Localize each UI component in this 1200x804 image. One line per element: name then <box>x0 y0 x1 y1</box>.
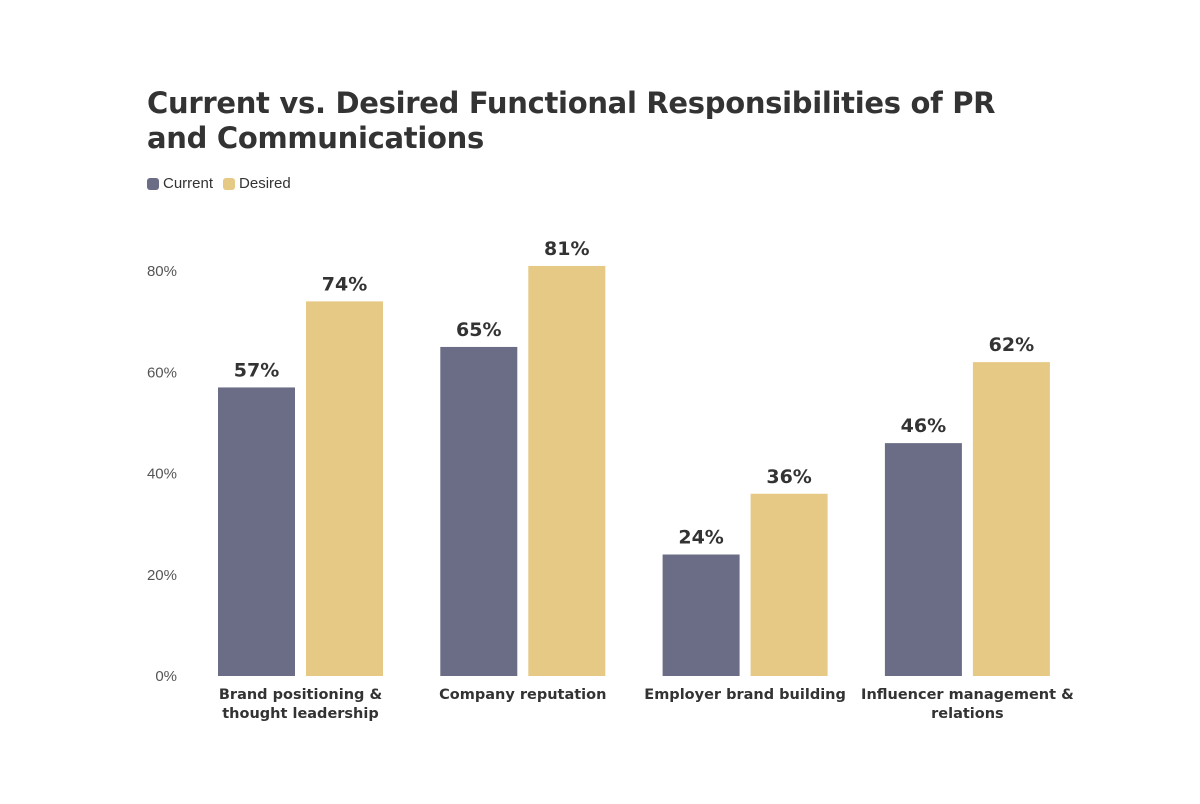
y-tick-label: 20% <box>147 567 177 584</box>
value-label-current: 46% <box>901 415 946 437</box>
value-label-desired: 74% <box>322 273 367 295</box>
bar-current <box>218 387 295 676</box>
value-label-desired: 81% <box>544 238 589 260</box>
category-label: Company reputation <box>439 687 606 703</box>
category-label: relations <box>931 706 1004 722</box>
legend-item-desired: Desired <box>223 175 291 192</box>
bar-current <box>440 346 518 676</box>
value-label-current: 57% <box>234 359 279 381</box>
value-label-current: 24% <box>678 527 723 549</box>
legend-swatch-desired <box>223 177 236 190</box>
bar-desired <box>306 301 383 676</box>
y-tick-label: 80% <box>147 263 177 280</box>
category-label: Brand positioning & <box>219 687 383 703</box>
y-tick-label: 40% <box>147 466 177 483</box>
bar-desired <box>750 493 828 676</box>
legend-label-current: Current <box>163 175 214 192</box>
value-label-desired: 62% <box>989 334 1034 356</box>
y-tick-label: 60% <box>147 364 177 381</box>
chart-title: Current vs. Desired Functional Responsib… <box>147 86 996 155</box>
value-label-current: 65% <box>456 319 501 341</box>
bar-desired <box>972 362 1050 676</box>
bar-desired <box>528 265 606 676</box>
bar-current <box>662 554 740 676</box>
y-tick-label: 0% <box>155 668 177 685</box>
legend-label-desired: Desired <box>239 175 291 192</box>
chart-legend: Current Desired <box>147 175 301 192</box>
category-label: Influencer management & <box>861 687 1074 703</box>
legend-swatch-current <box>147 177 159 190</box>
bar-current <box>884 443 962 676</box>
category-label: thought leadership <box>222 706 378 722</box>
legend-item-current: Current <box>147 175 213 192</box>
value-label-desired: 36% <box>766 466 811 488</box>
category-label: Employer brand building <box>644 687 846 703</box>
